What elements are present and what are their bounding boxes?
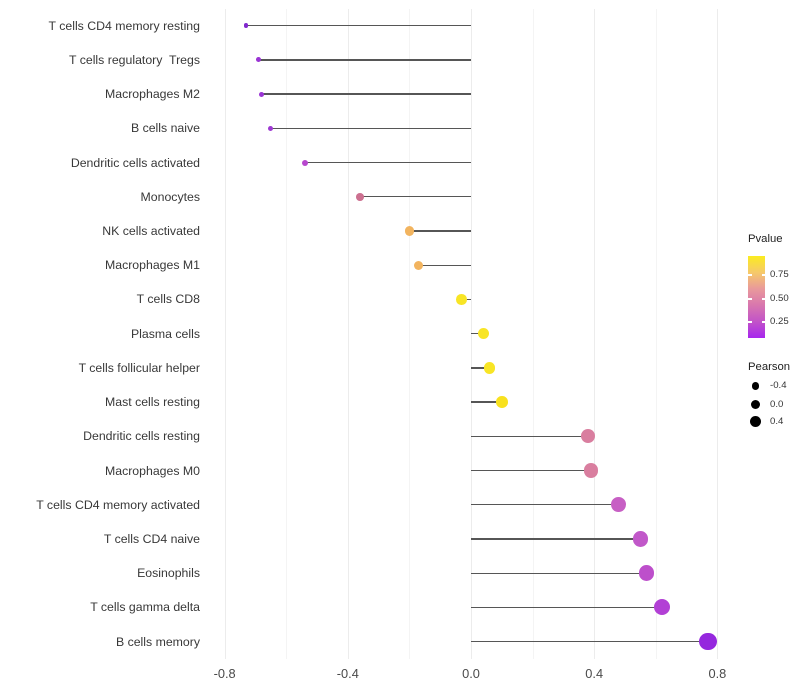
lollipop-stem [471, 367, 490, 369]
lollipop-stem [304, 161, 471, 164]
category-label: Macrophages M2 [104, 87, 200, 102]
pvalue-legend-title: Pvalue [748, 233, 783, 245]
legend-panel: Pvalue Pearson 0.75 0.50 0.25 -0.4 0.0 0.4 [740, 225, 800, 440]
lollipop-point [301, 159, 308, 166]
lollipop-point [259, 91, 265, 97]
x-tick-label: 0.8 [708, 666, 727, 681]
colorbar-tick-label: 0.75 [770, 269, 789, 281]
lollipop-point [413, 260, 424, 270]
category-label: Mast cells resting [105, 395, 200, 410]
category-label: T cells regulatory Tregs [69, 52, 200, 67]
lollipop-point [483, 362, 496, 374]
colorbar-tick [761, 321, 765, 323]
lollipop-point [581, 429, 596, 444]
lollipop-stem [418, 264, 471, 266]
lollipop-point [243, 23, 249, 28]
lollipop-stem [471, 606, 662, 609]
colorbar-tick-label: 0.25 [770, 316, 789, 327]
lollipop-stem [471, 333, 484, 335]
colorbar-tick [761, 298, 765, 300]
gridline-major [594, 8, 596, 659]
lollipop-stem [246, 25, 471, 27]
lollipop-stem [258, 59, 471, 61]
lollipop-point [584, 463, 599, 478]
pearson-size-label: 0.4 [770, 415, 784, 427]
lollipop-stem [360, 196, 471, 198]
lollipop-point [477, 328, 489, 340]
category-label: T cells CD4 memory resting [48, 18, 200, 33]
pvalue-colorbar [748, 256, 765, 338]
gridline-major [224, 8, 226, 659]
colorbar-tick-label: 0.50 [770, 292, 789, 304]
lollipop-point [653, 599, 671, 616]
lollipop-point [404, 226, 414, 236]
pearson-size-dot [750, 399, 761, 410]
gridline-major [717, 8, 719, 659]
category-label: Eosinophils [137, 566, 200, 581]
pearson-size-label: 0.0 [770, 398, 784, 410]
category-label: T cells CD8 [136, 292, 200, 307]
lollipop-point [632, 531, 649, 547]
lollipop-point [256, 57, 261, 63]
gridline-major [347, 8, 349, 659]
gridline-minor [532, 8, 534, 659]
category-label: Monocytes [140, 189, 200, 204]
category-label: T cells follicular helper [78, 360, 200, 375]
lollipop-stem [409, 230, 471, 232]
lollipop-point [495, 396, 508, 408]
lollipop-point [456, 294, 468, 305]
category-label: Dendritic cells activated [70, 155, 200, 170]
lollipop-point [356, 192, 364, 201]
category-label: Macrophages M0 [104, 463, 200, 478]
lollipop-point [699, 632, 717, 651]
colorbar-tick [748, 298, 752, 300]
pearson-legend-title: Pearson [748, 361, 791, 373]
category-label: NK cells activated [102, 224, 200, 239]
colorbar-tick [748, 274, 752, 276]
lollipop-point [638, 565, 655, 582]
x-tick-label: -0.8 [213, 666, 236, 681]
lollipop-stem [471, 538, 641, 540]
lollipop-stem [471, 641, 709, 643]
x-tick-label: 0.0 [462, 666, 480, 681]
lollipop-stem [471, 435, 589, 437]
category-label: T cells CD4 memory activated [36, 497, 200, 512]
lollipop-stem [471, 504, 619, 506]
lollipop-stem [471, 469, 592, 472]
category-label: Dendritic cells resting [83, 429, 200, 444]
category-label: Plasma cells [130, 326, 200, 341]
x-tick-label: -0.4 [336, 666, 359, 681]
colorbar-tick [761, 274, 765, 276]
lollipop-stem [471, 572, 647, 574]
pearson-size-label: -0.4 [770, 380, 787, 391]
lollipop-point [268, 125, 274, 131]
gridline-minor [409, 8, 411, 659]
category-label: Macrophages M1 [104, 258, 200, 273]
category-label: T cells gamma delta [90, 600, 200, 615]
category-label: T cells CD4 naive [103, 532, 200, 546]
lollipop-stem [270, 127, 471, 129]
category-label: B cells naive [130, 121, 200, 136]
pearson-size-dot [749, 415, 762, 428]
lollipop-stem [471, 401, 502, 403]
colorbar-tick [748, 321, 752, 323]
lollipop-point [611, 497, 627, 513]
category-label: B cells memory [115, 634, 200, 649]
pearson-size-dot [751, 382, 760, 390]
gridline-minor [655, 8, 657, 659]
lollipop-stem [261, 93, 471, 95]
gridline-minor [286, 8, 288, 659]
x-tick-label: 0.4 [585, 666, 604, 681]
